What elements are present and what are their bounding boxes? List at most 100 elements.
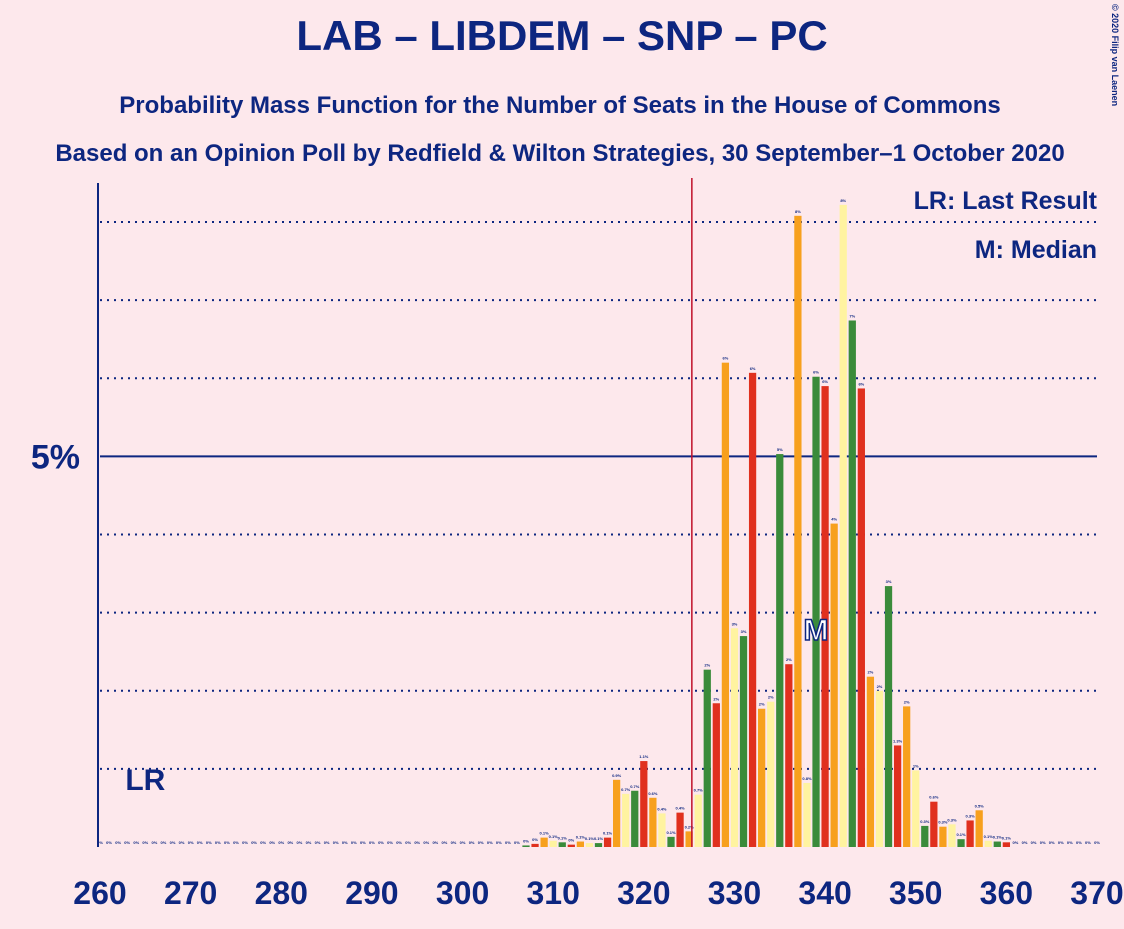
copyright: © 2020 Filip van Laenen — [1110, 4, 1120, 106]
value-label: 0% — [106, 840, 112, 845]
bar — [549, 840, 557, 847]
bar — [667, 836, 675, 847]
value-label: 0% — [478, 840, 484, 845]
value-label: 6% — [750, 366, 756, 371]
value-label: 0% — [369, 840, 375, 845]
value-label: 0% — [1040, 840, 1046, 845]
bar — [966, 820, 974, 847]
value-label: 0.3% — [938, 820, 948, 825]
bar — [649, 797, 657, 847]
value-label: 0% — [505, 840, 511, 845]
value-label: 0% — [251, 840, 257, 845]
value-label: 0% — [297, 840, 303, 845]
bar — [694, 794, 702, 847]
value-label: 0.6% — [929, 795, 939, 800]
value-label: 0.3% — [920, 819, 930, 824]
x-tick-label: 270 — [164, 875, 217, 911]
x-tick-label: 280 — [255, 875, 308, 911]
x-tick-label: 320 — [617, 875, 670, 911]
value-label: 0% — [179, 840, 185, 845]
value-label: 0% — [514, 840, 520, 845]
value-label: 0.5% — [975, 803, 985, 808]
x-tick-label: 370 — [1070, 875, 1123, 911]
bar — [558, 842, 566, 847]
value-label: 2% — [759, 702, 765, 707]
value-label: 2% — [786, 657, 792, 662]
bar — [839, 204, 847, 848]
value-label: 4% — [831, 517, 837, 522]
value-label: 0% — [1058, 840, 1064, 845]
value-label: 0.1% — [666, 830, 676, 835]
value-label: 0% — [451, 840, 457, 845]
bar — [739, 636, 748, 847]
value-label: 0.9% — [612, 773, 622, 778]
value-label: 0% — [306, 840, 312, 845]
value-label: 0% — [1067, 840, 1073, 845]
bar — [848, 320, 856, 847]
bar — [857, 388, 865, 847]
bar — [794, 215, 802, 847]
bar — [830, 523, 838, 847]
value-label: 0% — [432, 840, 438, 845]
value-label: 0% — [396, 840, 402, 845]
bar — [984, 840, 992, 847]
bar — [1002, 842, 1010, 847]
value-label: 0.6% — [648, 791, 658, 796]
value-label: 0% — [496, 840, 502, 845]
value-label: 2% — [768, 695, 774, 700]
value-label: 0.1% — [549, 834, 559, 839]
value-label: 0.1% — [576, 835, 586, 840]
bar — [903, 706, 911, 847]
value-label: 0% — [1085, 840, 1091, 845]
value-label: 0% — [469, 840, 475, 845]
value-label: 3% — [741, 629, 747, 634]
legend-entry: LR: Last Result — [914, 187, 1098, 215]
bar — [603, 837, 612, 847]
x-tick-label: 360 — [980, 875, 1033, 911]
value-label: 3% — [886, 579, 892, 584]
value-label: 0% — [387, 840, 393, 845]
value-label: 1.3% — [893, 738, 903, 743]
value-label: 2% — [904, 699, 910, 704]
value-label: 2% — [877, 684, 883, 689]
bar — [812, 376, 820, 847]
bar — [758, 708, 766, 847]
value-label: 0% — [342, 840, 348, 845]
bar — [821, 386, 829, 847]
value-label: 8% — [795, 209, 801, 214]
value-label: 6% — [813, 370, 819, 375]
value-label: 0% — [188, 840, 194, 845]
value-label: 0% — [333, 840, 339, 845]
value-label: 0% — [324, 840, 330, 845]
value-label: 0% — [215, 840, 221, 845]
value-label: 0% — [278, 840, 284, 845]
value-label: 0% — [1049, 840, 1055, 845]
bar — [585, 843, 594, 847]
value-label: 0% — [315, 840, 321, 845]
bar — [712, 703, 720, 847]
median-label: M — [804, 614, 829, 647]
value-label: 0.7% — [630, 784, 640, 789]
value-label: 0.4% — [676, 806, 686, 811]
value-label: 0% — [460, 840, 466, 845]
value-label: 0.7% — [694, 788, 704, 793]
bar — [685, 831, 693, 847]
bar — [893, 745, 902, 847]
bar — [767, 701, 775, 847]
value-label: 0.1% — [1002, 835, 1012, 840]
bar — [613, 779, 621, 847]
bar — [803, 782, 811, 847]
value-label: 0% — [142, 840, 148, 845]
value-label: 0% — [170, 840, 176, 845]
value-label: 2% — [713, 696, 719, 701]
value-label: 0% — [151, 840, 157, 845]
bar — [921, 825, 929, 847]
value-label: 0% — [133, 840, 139, 845]
value-label: 0% — [161, 840, 167, 845]
bar — [912, 770, 920, 847]
bar — [676, 812, 684, 847]
x-tick-label: 290 — [345, 875, 398, 911]
bar — [748, 372, 757, 847]
value-label: 0% — [206, 840, 212, 845]
value-label: 0% — [233, 840, 239, 845]
